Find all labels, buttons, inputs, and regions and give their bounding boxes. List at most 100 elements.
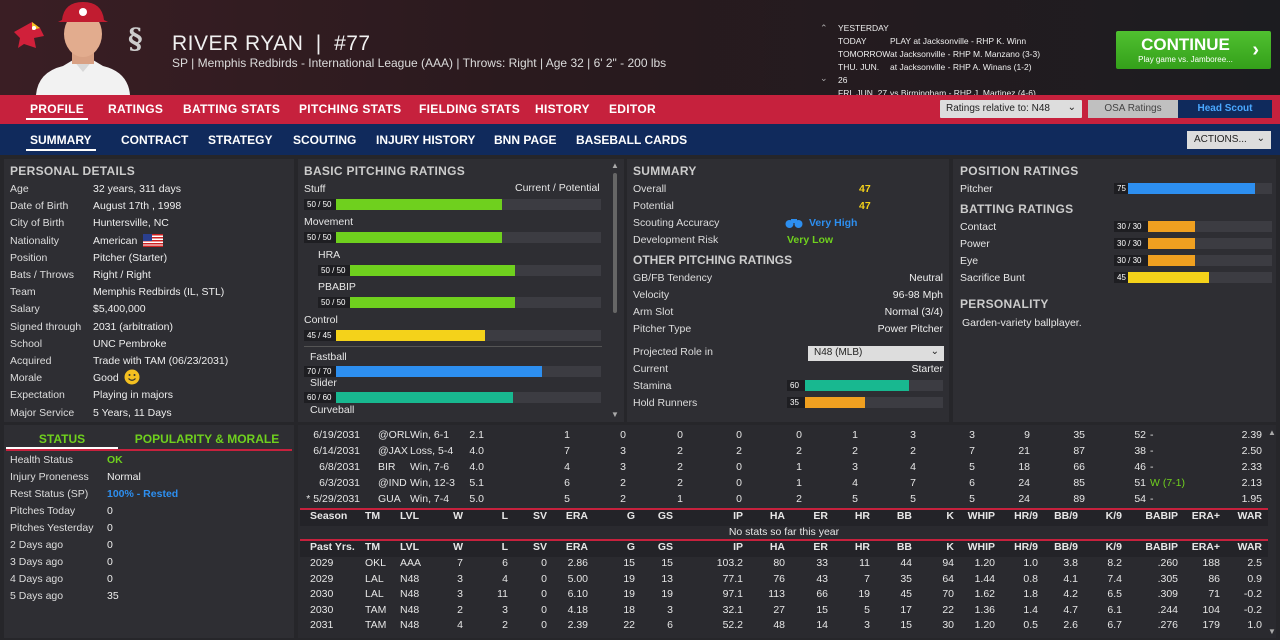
stat-cell: 5 bbox=[864, 603, 870, 616]
stat-cell: 104 bbox=[1202, 603, 1220, 616]
tab-injury-history[interactable]: INJURY HISTORY bbox=[376, 133, 476, 147]
smiley-icon bbox=[124, 369, 140, 385]
tab-editor[interactable]: EDITOR bbox=[609, 102, 656, 116]
schedule-up-icon[interactable]: ⌃ bbox=[820, 23, 828, 33]
stat-cell: 3 bbox=[852, 461, 858, 473]
stat-cell: 4 bbox=[502, 572, 508, 585]
scroll-down-icon[interactable]: ▼ bbox=[1268, 627, 1276, 636]
tab-status[interactable]: STATUS bbox=[6, 429, 118, 449]
projected-role-select[interactable]: N48 (MLB) ⌄ bbox=[808, 346, 944, 361]
stat-cell: LAL bbox=[365, 572, 384, 585]
detail-label: School bbox=[10, 337, 43, 350]
stat-cell: Loss, 5-4 bbox=[410, 445, 454, 457]
personal-details-panel: PERSONAL DETAILS Age 32 years, 311 days Da… bbox=[4, 159, 294, 422]
past-season-row: 2029 OKL AAA 7 6 0 2.86 15 15 103.2 80 33 11 44 94 1.20… bbox=[300, 557, 1268, 573]
rating-bar: 30 / 30 bbox=[1114, 221, 1272, 232]
stat-cell: 1 bbox=[564, 429, 570, 441]
stat-cell: 14 bbox=[816, 619, 828, 632]
tab-baseball-cards[interactable]: BASEBALL CARDS bbox=[576, 133, 688, 147]
rating-label: Curveball bbox=[310, 404, 355, 416]
tab-summary[interactable]: SUMMARY bbox=[26, 133, 96, 151]
tab-scouting[interactable]: SCOUTING bbox=[293, 133, 357, 147]
stat-cell: 51 bbox=[1134, 477, 1146, 489]
osa-ratings-button[interactable]: OSA Ratings bbox=[1088, 100, 1178, 118]
rating-label: Control bbox=[304, 314, 338, 326]
stat-cell: HR bbox=[854, 510, 870, 522]
stat-cell: WAR bbox=[1237, 510, 1263, 522]
tab-bnn-page[interactable]: BNN PAGE bbox=[494, 133, 557, 147]
stats-scrollbar[interactable]: ▲ ▼ bbox=[1268, 428, 1276, 636]
rating-value: 45 bbox=[1114, 272, 1128, 283]
actions-label: ACTIONS... bbox=[1194, 134, 1247, 145]
stat-cell: TAM bbox=[365, 603, 387, 616]
stat-cell: 2.6 bbox=[1063, 619, 1078, 632]
stat-cell: - bbox=[1150, 445, 1154, 457]
stat-cell: 1.62 bbox=[974, 588, 995, 601]
stat-cell: WHIP bbox=[967, 510, 995, 522]
summary-value: Normal (3/4) bbox=[884, 306, 943, 318]
stat-cell: 0 bbox=[541, 603, 547, 616]
tab-strategy[interactable]: STRATEGY bbox=[208, 133, 273, 147]
head-scout-button[interactable]: Head Scout bbox=[1178, 100, 1272, 118]
tab-ratings[interactable]: RATINGS bbox=[108, 102, 164, 116]
stat-cell: BABIP bbox=[1145, 541, 1178, 553]
stat-cell: TM bbox=[365, 541, 381, 553]
current-potential-label: Current / Potential bbox=[515, 182, 600, 194]
stat-cell: 3 bbox=[457, 588, 463, 601]
stat-cell: HA bbox=[769, 510, 785, 522]
tab-popularity-morale[interactable]: POPULARITY & MORALE bbox=[134, 432, 280, 446]
stat-cell: 103.2 bbox=[716, 557, 743, 569]
stat-cell: 6.10 bbox=[567, 588, 588, 601]
stat-cell: 2 bbox=[736, 445, 742, 457]
scroll-down-icon[interactable]: ▼ bbox=[611, 410, 619, 419]
stat-cell: 33 bbox=[816, 557, 828, 569]
stat-cell: 0 bbox=[736, 461, 742, 473]
tab-fielding-stats[interactable]: FIELDING STATS bbox=[419, 102, 521, 116]
tab-history[interactable]: HISTORY bbox=[535, 102, 590, 116]
stat-cell: 0 bbox=[620, 429, 626, 441]
rating-value: 60 bbox=[787, 380, 805, 391]
stat-cell: N48 bbox=[400, 619, 420, 632]
stat-cell: * 5/29/2031 bbox=[306, 493, 360, 505]
stat-cell: 22 bbox=[623, 619, 635, 632]
scrollbar-thumb[interactable] bbox=[613, 173, 617, 313]
summary-value: Very High bbox=[809, 217, 858, 229]
stat-cell: Season bbox=[310, 510, 348, 522]
rating-value: 70 / 70 bbox=[304, 366, 336, 377]
stat-cell: 6 bbox=[502, 557, 508, 569]
stat-cell: 66 bbox=[816, 588, 828, 601]
scroll-up-icon[interactable]: ▲ bbox=[611, 161, 619, 170]
ratings-relative-value: Ratings relative to: N48 bbox=[946, 103, 1050, 114]
rating-bar: 60 / 60 bbox=[304, 392, 601, 403]
stat-cell: 0 bbox=[541, 572, 547, 585]
us-flag-icon bbox=[143, 234, 163, 247]
stat-cell: 4.18 bbox=[567, 603, 588, 616]
stat-cell: BB/9 bbox=[1054, 541, 1078, 553]
scroll-up-icon[interactable]: ▲ bbox=[1268, 428, 1276, 437]
detail-label: Date of Birth bbox=[10, 200, 69, 213]
status-label: Health Status bbox=[10, 454, 74, 466]
rating-bar: 50 / 50 bbox=[318, 265, 601, 276]
continue-button[interactable]: CONTINUE Play game vs. Jamboree... › bbox=[1116, 31, 1271, 69]
tab-contract[interactable]: CONTRACT bbox=[121, 133, 189, 147]
tab-profile[interactable]: PROFILE bbox=[26, 102, 89, 120]
schedule-game: at Jacksonville - RHP A. Winans (1-2) bbox=[890, 62, 1032, 72]
scrollbar[interactable]: ▲ ▼ bbox=[611, 161, 619, 419]
rating-label: Pitcher bbox=[960, 183, 993, 195]
ratings-relative-select[interactable]: Ratings relative to: N48 ⌄ bbox=[940, 100, 1082, 118]
stat-cell: 94 bbox=[942, 557, 954, 569]
stat-cell: 86 bbox=[1208, 572, 1220, 585]
actions-dropdown[interactable]: ACTIONS... ⌄ bbox=[1187, 131, 1271, 149]
stat-cell: 0.5 bbox=[1023, 619, 1038, 632]
stat-cell: 5.00 bbox=[567, 572, 588, 585]
personality-text: Garden-variety ballplayer. bbox=[962, 317, 1082, 329]
stat-cell: 8.2 bbox=[1107, 557, 1122, 569]
rating-bar: 45 bbox=[1114, 272, 1272, 283]
detail-value: August 17th , 1998 bbox=[93, 200, 182, 213]
schedule-down-icon[interactable]: ⌄ bbox=[820, 73, 828, 83]
stat-cell: ER bbox=[813, 541, 828, 553]
stat-cell: 0.8 bbox=[1023, 572, 1038, 585]
tab-pitching-stats[interactable]: PITCHING STATS bbox=[299, 102, 402, 116]
tab-batting-stats[interactable]: BATTING STATS bbox=[183, 102, 281, 116]
chevron-right-icon: › bbox=[1252, 39, 1259, 61]
